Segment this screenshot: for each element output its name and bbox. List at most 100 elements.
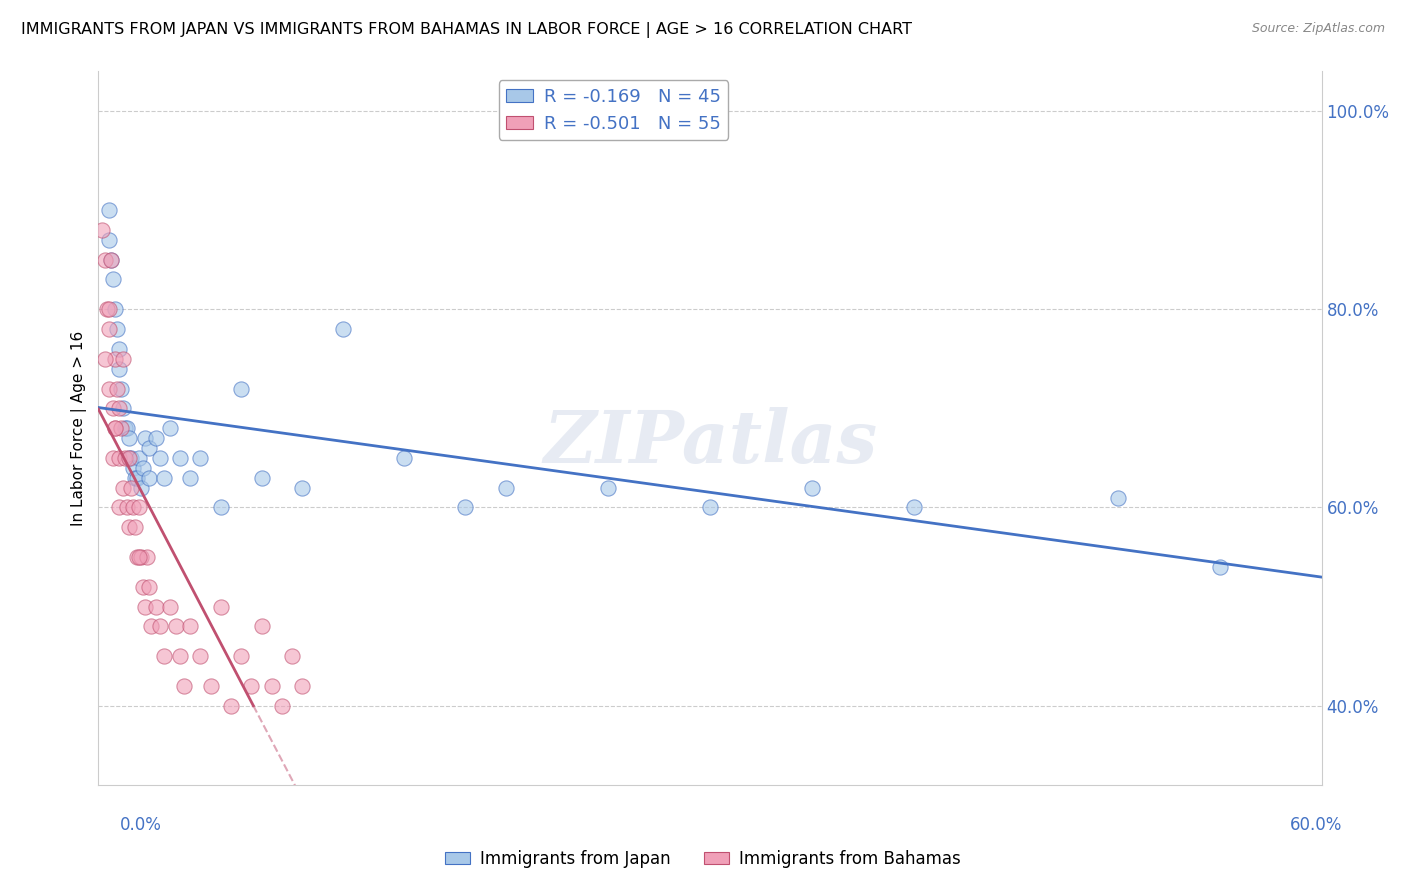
Point: [97, 203, 120, 218]
Point: [149, 619, 172, 633]
Point: [598, 481, 620, 495]
Point: [159, 421, 181, 435]
Point: [165, 619, 187, 633]
Point: [1209, 560, 1232, 574]
Point: [120, 481, 142, 495]
Point: [128, 500, 150, 515]
Point: [132, 580, 155, 594]
Point: [454, 500, 477, 515]
Point: [132, 460, 155, 475]
Point: [138, 580, 160, 594]
Point: [145, 599, 167, 614]
Point: [101, 450, 124, 465]
Point: [495, 481, 517, 495]
Y-axis label: In Labor Force | Age > 16: In Labor Force | Age > 16: [72, 331, 87, 525]
Point: [332, 322, 354, 336]
Point: [118, 520, 141, 534]
Point: [129, 481, 152, 495]
Point: [120, 450, 142, 465]
Point: [200, 679, 222, 693]
Point: [110, 382, 132, 396]
Point: [127, 471, 149, 485]
Point: [138, 471, 160, 485]
Text: 60.0%: 60.0%: [1291, 816, 1343, 834]
Point: [149, 450, 172, 465]
Point: [128, 549, 150, 564]
Legend: Immigrants from Japan, Immigrants from Bahamas: Immigrants from Japan, Immigrants from B…: [439, 844, 967, 875]
Text: 0.0%: 0.0%: [120, 816, 162, 834]
Point: [209, 500, 232, 515]
Point: [104, 302, 127, 317]
Point: [114, 450, 136, 465]
Point: [281, 649, 304, 664]
Point: [122, 460, 145, 475]
Point: [127, 549, 149, 564]
Point: [114, 421, 136, 435]
Point: [124, 471, 146, 485]
Point: [118, 450, 141, 465]
Point: [260, 679, 283, 693]
Point: [97, 322, 120, 336]
Text: Source: ZipAtlas.com: Source: ZipAtlas.com: [1251, 22, 1385, 36]
Point: [291, 481, 314, 495]
Text: IMMIGRANTS FROM JAPAN VS IMMIGRANTS FROM BAHAMAS IN LABOR FORCE | AGE > 16 CORRE: IMMIGRANTS FROM JAPAN VS IMMIGRANTS FROM…: [21, 22, 912, 38]
Point: [115, 421, 138, 435]
Point: [108, 342, 131, 356]
Point: [134, 599, 156, 614]
Point: [104, 421, 127, 435]
Legend: R = -0.169   N = 45, R = -0.501   N = 55: R = -0.169 N = 45, R = -0.501 N = 55: [499, 80, 728, 140]
Point: [108, 401, 131, 416]
Point: [108, 500, 131, 515]
Point: [188, 450, 212, 465]
Point: [128, 450, 150, 465]
Text: ZIPatlas: ZIPatlas: [543, 407, 877, 478]
Point: [138, 441, 160, 455]
Point: [97, 302, 120, 317]
Point: [100, 252, 122, 267]
Point: [115, 500, 138, 515]
Point: [392, 450, 416, 465]
Point: [105, 382, 128, 396]
Point: [124, 520, 146, 534]
Point: [111, 481, 134, 495]
Point: [179, 619, 201, 633]
Point: [118, 431, 141, 445]
Point: [270, 698, 294, 713]
Point: [179, 471, 201, 485]
Point: [141, 619, 163, 633]
Point: [100, 252, 122, 267]
Point: [108, 450, 131, 465]
Point: [209, 599, 232, 614]
Point: [231, 649, 253, 664]
Point: [118, 450, 141, 465]
Point: [129, 549, 152, 564]
Point: [136, 549, 159, 564]
Point: [111, 401, 134, 416]
Point: [152, 471, 174, 485]
Point: [801, 481, 824, 495]
Point: [91, 223, 114, 237]
Point: [105, 322, 128, 336]
Point: [134, 431, 156, 445]
Point: [110, 421, 132, 435]
Point: [188, 649, 212, 664]
Point: [101, 401, 124, 416]
Point: [250, 471, 273, 485]
Point: [97, 233, 120, 247]
Point: [231, 382, 253, 396]
Point: [97, 382, 120, 396]
Point: [291, 679, 314, 693]
Point: [903, 500, 925, 515]
Point: [96, 302, 118, 317]
Point: [93, 252, 115, 267]
Point: [93, 351, 115, 366]
Point: [240, 679, 263, 693]
Point: [159, 599, 181, 614]
Point: [104, 351, 127, 366]
Point: [104, 421, 127, 435]
Point: [122, 500, 145, 515]
Point: [169, 450, 191, 465]
Point: [1107, 491, 1129, 505]
Point: [219, 698, 242, 713]
Point: [173, 679, 195, 693]
